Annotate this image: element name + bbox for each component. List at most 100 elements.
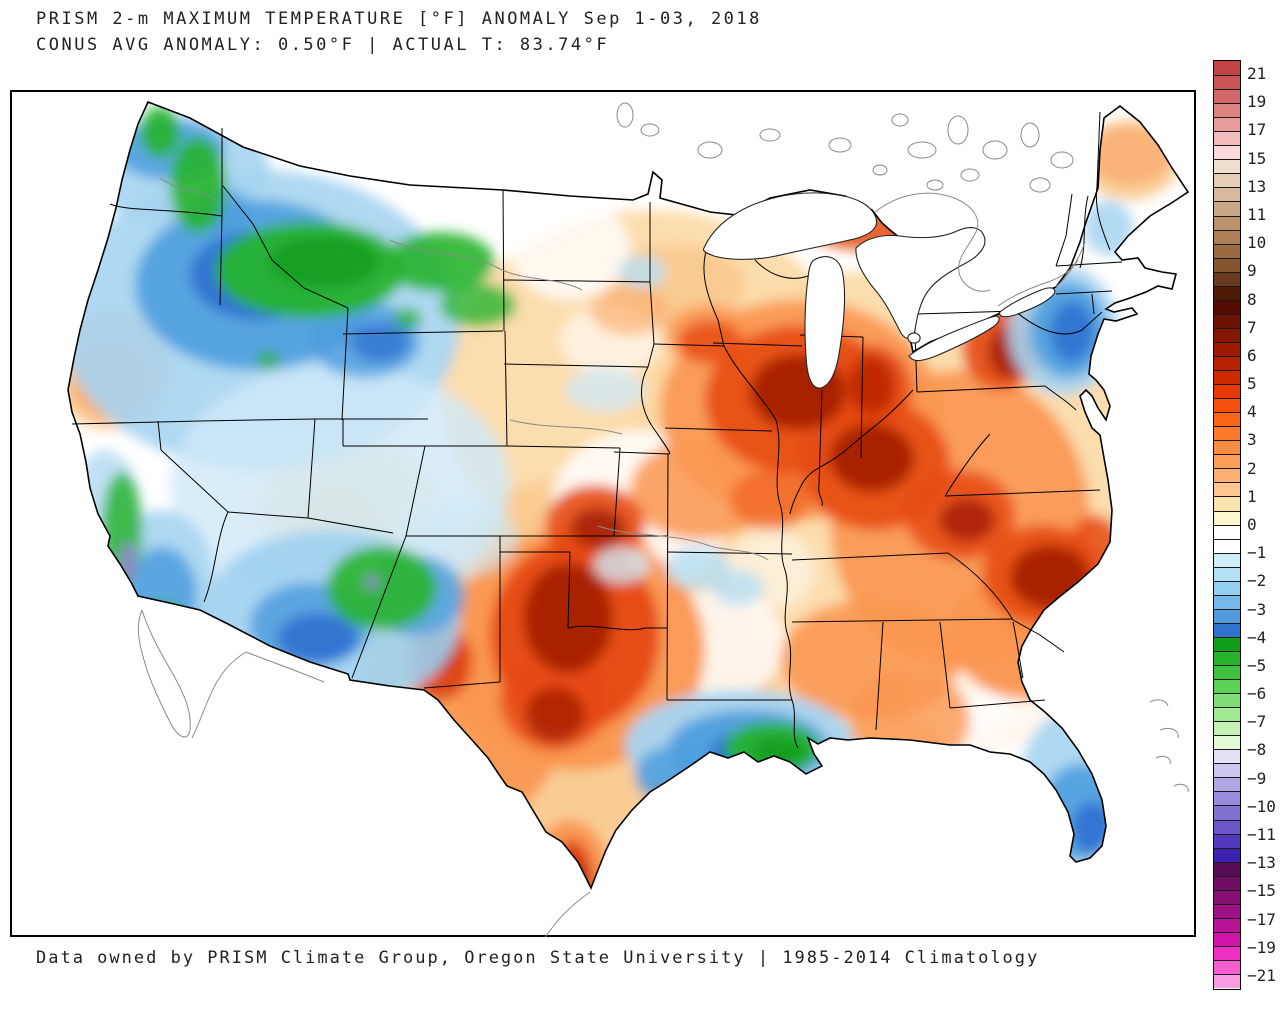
- colorbar-cell: [1214, 833, 1240, 848]
- anomaly-blob: [618, 256, 666, 288]
- colorbar-cell: [1214, 636, 1240, 651]
- colorbar-label: −2: [1247, 571, 1267, 591]
- anomaly-blob: [830, 424, 914, 492]
- colorbar-label: 0: [1247, 515, 1257, 534]
- anomaly-blob: [1083, 200, 1133, 256]
- colorbar-cell: [1214, 931, 1240, 946]
- colorbar-label: 9: [1247, 261, 1257, 281]
- colorbar-cell: [1214, 412, 1240, 427]
- colorbar-cell: [1214, 454, 1240, 469]
- colorbar-label: −3: [1247, 599, 1267, 619]
- colorbar-cell: [1214, 229, 1240, 244]
- colorbar-cell: [1214, 875, 1240, 890]
- colorbar-label: 4: [1247, 402, 1257, 422]
- anomaly-blob: [590, 285, 670, 335]
- canadian-lake: [926, 179, 944, 191]
- great-lakes: [702, 192, 1056, 389]
- map-title: PRISM 2-m MAXIMUM TEMPERATURE [°F] ANOMA…: [36, 6, 762, 58]
- colorbar-label: 5: [1247, 374, 1257, 394]
- colorbar-cell: [1214, 608, 1240, 623]
- anomaly-blob: [256, 351, 280, 369]
- colorbar-label: −5: [1247, 655, 1267, 675]
- colorbar-cell: [1214, 552, 1240, 567]
- anomaly-blob: [594, 547, 650, 583]
- colorbar-cell: [1214, 173, 1240, 188]
- colorbar-label: −19: [1247, 937, 1276, 957]
- colorbar-cell: [1214, 117, 1240, 132]
- canadian-lake: [982, 140, 1008, 160]
- colorbar-cell: [1214, 440, 1240, 455]
- anomaly-blob: [350, 322, 410, 362]
- colorbar-label: −6: [1247, 684, 1267, 704]
- anomaly-blob: [1090, 125, 1170, 185]
- anomaly-blob: [570, 508, 626, 548]
- colorbar-label: −9: [1247, 768, 1267, 788]
- colorbar-cell: [1214, 89, 1240, 104]
- canadian-lake: [907, 141, 937, 159]
- colorbar-cell: [1214, 299, 1240, 314]
- canadian-lake: [1020, 122, 1040, 148]
- colorbar-cell: [1214, 201, 1240, 216]
- foreign-coastlines: [137, 177, 1189, 937]
- colorbar-cell: [1214, 482, 1240, 497]
- anomaly-blob: [1050, 302, 1094, 362]
- colorbar-cell: [1214, 355, 1240, 371]
- anomaly-blob: [848, 355, 896, 415]
- colorbar-cell: [1214, 777, 1240, 792]
- anomaly-blob: [385, 232, 495, 292]
- colorbar-label: −4: [1247, 627, 1267, 647]
- map-frame: [10, 90, 1196, 937]
- colorbar-cell: [1214, 735, 1240, 750]
- title-line-1: PRISM 2-m MAXIMUM TEMPERATURE [°F] ANOMA…: [36, 9, 762, 29]
- canadian-lake: [616, 102, 634, 128]
- map-footer: Data owned by PRISM Climate Group, Orego…: [36, 948, 1039, 968]
- canadian-lake: [947, 115, 969, 145]
- colorbar-label: −1: [1247, 543, 1267, 563]
- colorbar-label: −21: [1247, 965, 1276, 985]
- colorbar-cell: [1214, 749, 1240, 764]
- colorbar-label: 11: [1247, 205, 1267, 224]
- colorbar-label: 21: [1247, 64, 1267, 84]
- canadian-lake: [697, 141, 723, 159]
- colorbar-label: 19: [1247, 92, 1267, 112]
- colorbar-cell: [1214, 945, 1240, 960]
- canadian-lake: [1050, 151, 1074, 169]
- colorbar-labels: 21 19 17 15 13 11 10 9 8 7 6 5 4 3 2 1 0 −1 −2 −3 −4 −5 −6 −7 −8…: [1247, 60, 1280, 990]
- colorbar-cell: [1214, 215, 1240, 230]
- anomaly-blob: [394, 308, 422, 328]
- colorbar-cell: [1214, 622, 1240, 637]
- canadian-lake: [828, 137, 852, 153]
- colorbar-label: −13: [1247, 853, 1276, 873]
- colorbar-label: 6: [1247, 345, 1257, 365]
- colorbar-label: 15: [1247, 148, 1267, 168]
- colorbar-label: −17: [1247, 909, 1276, 929]
- anomaly-blob: [510, 200, 630, 300]
- colorbar-label: −10: [1247, 796, 1276, 816]
- colorbar-label: 3: [1247, 430, 1257, 450]
- anomaly-blob: [1072, 802, 1112, 854]
- anomaly-blob: [730, 470, 810, 530]
- anomaly-blob: [365, 575, 379, 589]
- colorbar-cell: [1214, 271, 1240, 286]
- anomaly-blob: [270, 236, 380, 288]
- conus-anomaly-map: [10, 90, 1196, 937]
- colorbar-cell: [1214, 187, 1240, 202]
- colorbar-cell: [1214, 538, 1240, 553]
- colorbar-cell: [1214, 650, 1240, 666]
- footer-credit: Data owned by PRISM Climate Group, Orego…: [36, 948, 1040, 968]
- colorbar-cell: [1214, 131, 1240, 146]
- anomaly-blob: [440, 283, 516, 327]
- colorbar-cell: [1214, 791, 1240, 806]
- anomaly-blob: [170, 137, 226, 233]
- canadian-lake: [872, 164, 888, 176]
- colorbar-cell: [1214, 243, 1240, 258]
- colorbar-cell: [1214, 861, 1240, 876]
- colorbar-cell: [1214, 805, 1240, 820]
- colorbar-label: −8: [1247, 740, 1267, 760]
- colorbar-cell: [1214, 580, 1240, 595]
- colorbar-cell: [1214, 257, 1240, 272]
- colorbar-cell: [1214, 327, 1240, 342]
- canadian-lake: [759, 128, 781, 142]
- colorbar-cell: [1214, 819, 1240, 834]
- colorbar-cell: [1214, 847, 1240, 862]
